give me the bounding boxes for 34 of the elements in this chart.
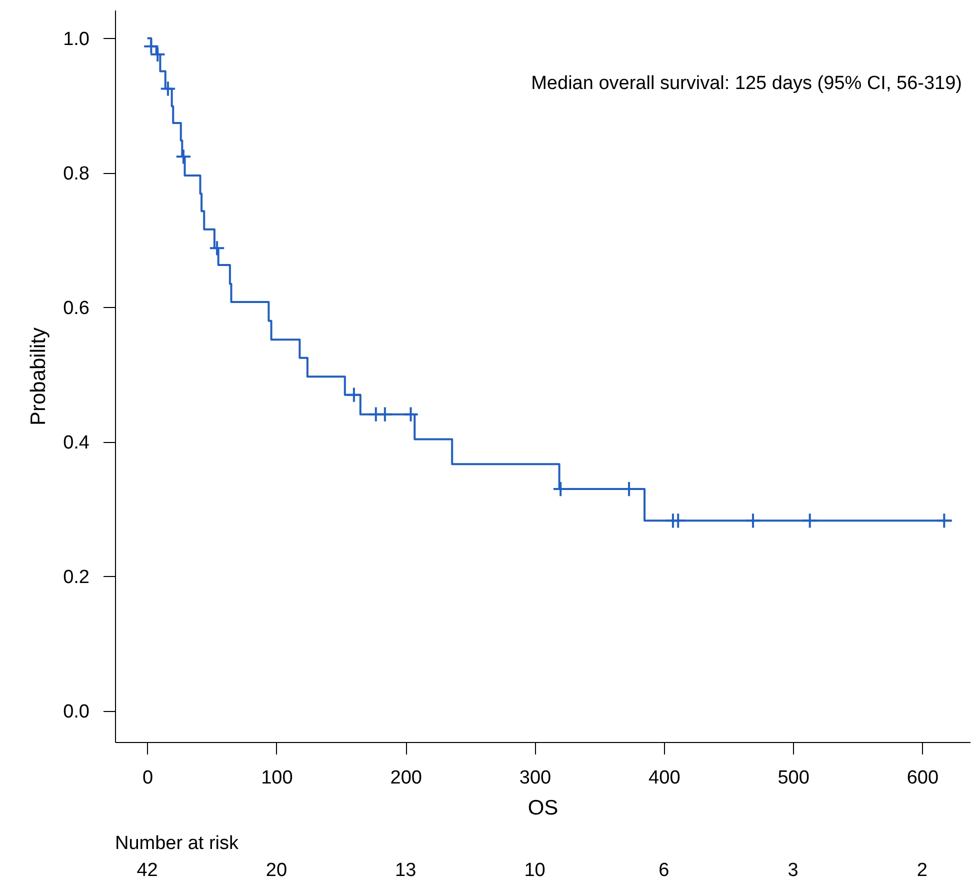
point [670, 512, 686, 529]
point [208, 240, 226, 256]
point [376, 406, 394, 422]
text: 10 [524, 860, 546, 881]
x-tick-label: 600 [906, 768, 939, 788]
text: Number at risk [115, 833, 240, 854]
point [402, 406, 419, 422]
point [175, 148, 192, 165]
text: 2 [916, 860, 928, 881]
x-tick-label: 400 [648, 768, 680, 788]
annotation: Median overall survival: 125 days (95% CI, 56-319) [531, 73, 962, 94]
text: 6 [658, 860, 670, 881]
y-tick-label: 0.0 [63, 702, 90, 723]
y-axis-title: Probability [27, 326, 50, 426]
y-tick-label: 0.8 [63, 163, 90, 184]
y-tick-label: 1.0 [63, 28, 90, 50]
x-tick-label: 200 [390, 768, 422, 788]
y-tick-label: 0.2 [63, 566, 90, 588]
x-tick-label: 300 [519, 768, 552, 788]
text: 20 [266, 860, 288, 881]
x-tick-label: 0 [142, 768, 154, 788]
text: 3 [788, 860, 798, 881]
text: 13 [395, 860, 416, 881]
point [160, 80, 176, 97]
y-tick-label: 0.4 [63, 432, 90, 454]
x-tick-label: 100 [261, 768, 293, 788]
point [346, 386, 362, 403]
point [802, 512, 818, 529]
text: 42 [136, 860, 158, 881]
x-tick-label: 500 [778, 768, 810, 788]
x-axis-title: OS [528, 796, 558, 820]
point [744, 512, 762, 529]
point [936, 512, 952, 529]
y-tick-label: 0.6 [63, 298, 90, 319]
